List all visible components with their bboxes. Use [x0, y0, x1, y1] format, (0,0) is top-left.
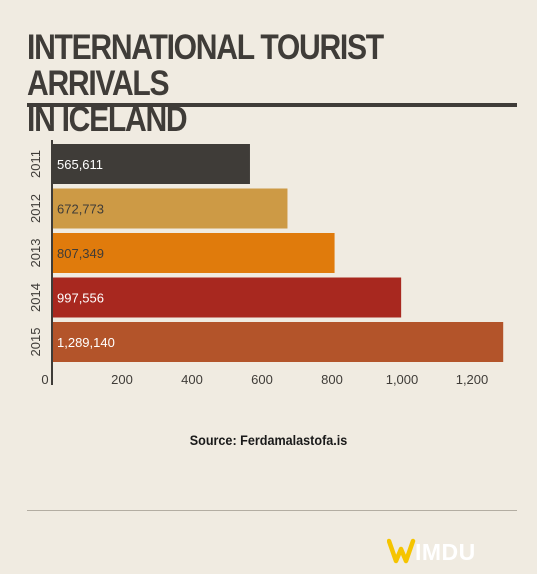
- y-tick-label-2015: 2015: [28, 328, 43, 357]
- bar-value-label-2011: 565,611: [57, 157, 103, 172]
- bar-value-label-2013: 807,349: [57, 246, 104, 261]
- bar-2013: [52, 233, 335, 273]
- bar-2014: [52, 277, 402, 318]
- bar-value-label-2014: 997,556: [57, 291, 104, 306]
- y-tick-label-2012: 2012: [28, 194, 43, 223]
- chart-title-line-2: IN ICELAND: [27, 100, 188, 139]
- chart-title: INTERNATIONAL TOURIST ARRIVALS IN ICELAN…: [27, 30, 448, 138]
- footer-divider: [27, 510, 517, 511]
- chart-title-line-1: INTERNATIONAL TOURIST ARRIVALS: [27, 28, 384, 103]
- y-tick-label-2014: 2014: [28, 283, 43, 312]
- x-tick-label-200: 200: [111, 372, 133, 387]
- y-tick-label-2011: 2011: [28, 150, 43, 178]
- x-tick-label-1200: 1,200: [456, 372, 489, 387]
- wimdu-logo-w-mark: [387, 538, 416, 564]
- title-divider: [27, 103, 517, 107]
- x-tick-label-400: 400: [181, 372, 203, 387]
- x-tick-label-1000: 1,000: [386, 372, 419, 387]
- y-tick-label-2013: 2013: [28, 239, 43, 268]
- wimdu-logo-wordmark: IMDU: [415, 539, 476, 565]
- x-tick-label-600: 600: [251, 372, 273, 387]
- bar-value-label-2012: 672,773: [57, 202, 104, 217]
- bar-2015: [52, 322, 504, 362]
- x-tick-label-0: 0: [41, 372, 48, 387]
- bar-2011: [52, 144, 250, 184]
- bar-value-label-2015: 1,289,140: [57, 335, 115, 350]
- x-tick-label-800: 800: [321, 372, 343, 387]
- wimdu-logo: IMDU: [387, 538, 476, 565]
- bar-2012: [52, 188, 288, 229]
- source-note: Source: Ferdamalastofa.is: [189, 432, 348, 448]
